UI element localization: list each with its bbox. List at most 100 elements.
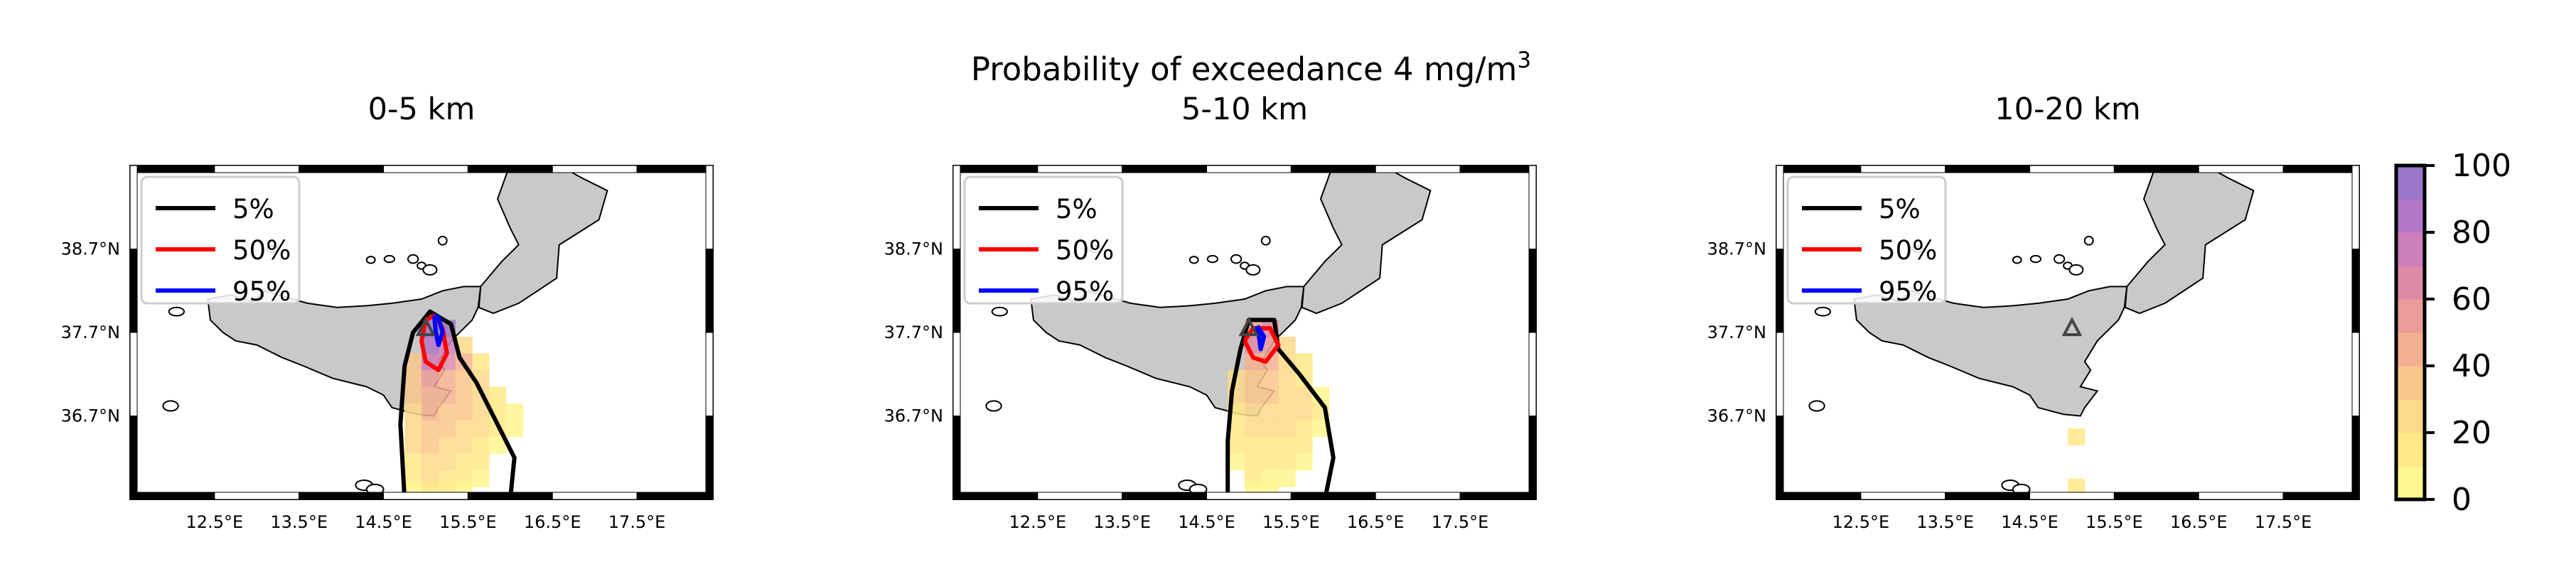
- legend: 5% 50% 95%: [140, 175, 301, 307]
- sicily-land: [1853, 286, 2128, 417]
- colorbar-segment: [2396, 199, 2425, 233]
- frame-segment: [2351, 249, 2360, 333]
- probability-cell: [404, 453, 422, 471]
- frame-segment: [383, 165, 468, 173]
- colorbar-segment: [2396, 299, 2425, 333]
- probability-cell: [1295, 453, 1313, 471]
- frame-segment: [129, 416, 138, 500]
- frame-segment: [552, 165, 638, 173]
- probability-cell: [472, 420, 490, 438]
- probability-cell: [438, 436, 456, 454]
- frame-segment: [952, 165, 1039, 173]
- legend-label: 5%: [232, 194, 274, 224]
- legend-label: 95%: [1879, 276, 1937, 307]
- island-outline: [1814, 306, 1832, 317]
- probability-cell: [1278, 369, 1296, 387]
- probability-cell: [455, 420, 473, 438]
- panel-title: 0-5 km: [368, 92, 476, 127]
- frame-segment: [1776, 332, 1784, 416]
- colorbar-segment: [2396, 466, 2425, 500]
- island-outline: [1245, 264, 1261, 276]
- probability-cell: [422, 453, 439, 471]
- y-tick-label: 37.7°N: [61, 323, 120, 342]
- frame-segment: [1945, 165, 2031, 173]
- island-outline: [407, 254, 419, 264]
- x-tick-label: 15.5°E: [439, 512, 497, 532]
- volcano-marker: [1238, 316, 1260, 337]
- legend-label: 5%: [1879, 194, 1921, 224]
- probability-cell: [1278, 453, 1296, 471]
- probability-cell: [1278, 436, 1296, 454]
- legend-label: 95%: [232, 276, 291, 307]
- contour-5pct: [1225, 318, 1336, 499]
- x-tick-label: 12.5°E: [186, 512, 244, 532]
- probability-cell: [422, 403, 439, 421]
- probability-cell: [438, 369, 456, 387]
- colorbar-tick-label: 60: [2452, 281, 2491, 318]
- probability-cell: [1295, 353, 1313, 371]
- frame-segment: [129, 249, 138, 333]
- probability-cell: [1228, 453, 1245, 471]
- frame-segment: [129, 165, 215, 173]
- frame-segment: [1459, 492, 1537, 500]
- probability-cell: [404, 369, 422, 387]
- probability-cell: [1261, 453, 1279, 471]
- frame-segment: [2029, 492, 2115, 500]
- frame-segment: [1776, 249, 1784, 333]
- probability-cell: [404, 403, 422, 421]
- colorbar-segment: [2396, 366, 2425, 400]
- frame-segment: [1528, 249, 1537, 333]
- x-tick-label: 14.5°E: [1178, 512, 1235, 532]
- frame-segment: [467, 165, 553, 173]
- frame-segment: [2198, 165, 2284, 173]
- colorbar-segment: [2396, 166, 2425, 200]
- frame-segment: [2113, 492, 2199, 500]
- probability-cell: [1245, 386, 1262, 404]
- frame-segment: [214, 165, 300, 173]
- probability-cell: [1245, 369, 1262, 387]
- frame-segment: [1945, 492, 2031, 500]
- x-tick-label: 12.5°E: [1832, 512, 1890, 532]
- frame-segment: [1860, 492, 1946, 500]
- legend: 5% 50% 95%: [963, 175, 1124, 307]
- frame-segment: [1860, 165, 1946, 173]
- frame-segment: [952, 332, 961, 416]
- probability-cell: [1295, 420, 1313, 438]
- colorbar-tick-label: 80: [2452, 215, 2491, 251]
- volcano-marker: [415, 316, 436, 337]
- probability-cell: [1261, 386, 1279, 404]
- x-tick-label: 13.5°E: [1916, 512, 1974, 532]
- y-tick-label: 37.7°N: [1707, 323, 1766, 342]
- colorbar-tick-label: 0: [2452, 482, 2472, 518]
- y-tick-label: 36.7°N: [1707, 406, 1766, 426]
- x-tick-label: 17.5°E: [2255, 512, 2312, 532]
- probability-cell: [2068, 428, 2086, 446]
- panel-title: 5-10 km: [1181, 92, 1308, 127]
- frame-segment: [1290, 492, 1376, 500]
- frame-segment: [1290, 165, 1376, 173]
- probability-cell: [422, 386, 439, 404]
- probability-cell: [1278, 386, 1296, 404]
- frame-segment: [2198, 492, 2284, 500]
- frame-segment: [467, 492, 553, 500]
- panel-title: 10-20 km: [1995, 92, 2140, 127]
- frame-segment: [1122, 492, 1208, 500]
- y-tick-label: 38.7°N: [1707, 239, 1766, 259]
- frame-segment: [952, 492, 1039, 500]
- map-panel-2: 5-10 km 12.5°E 13.5°E 14.5°E 15.5°E 16.5°E 17.…: [884, 92, 1537, 532]
- contour-5pct: [398, 309, 517, 499]
- map-area: [130, 166, 713, 499]
- frame-segment: [129, 165, 138, 249]
- island-outline: [162, 400, 179, 412]
- probability-cell: [472, 436, 490, 454]
- frame-segment: [552, 492, 638, 500]
- probability-cell: [472, 470, 490, 487]
- island-outline: [365, 256, 376, 264]
- probability-cell: [505, 403, 524, 421]
- frame-segment: [129, 492, 215, 500]
- frame-segment: [1037, 492, 1123, 500]
- map-area: [953, 166, 1536, 499]
- island-outline: [985, 400, 1002, 412]
- colorbar-segment: [2396, 266, 2425, 300]
